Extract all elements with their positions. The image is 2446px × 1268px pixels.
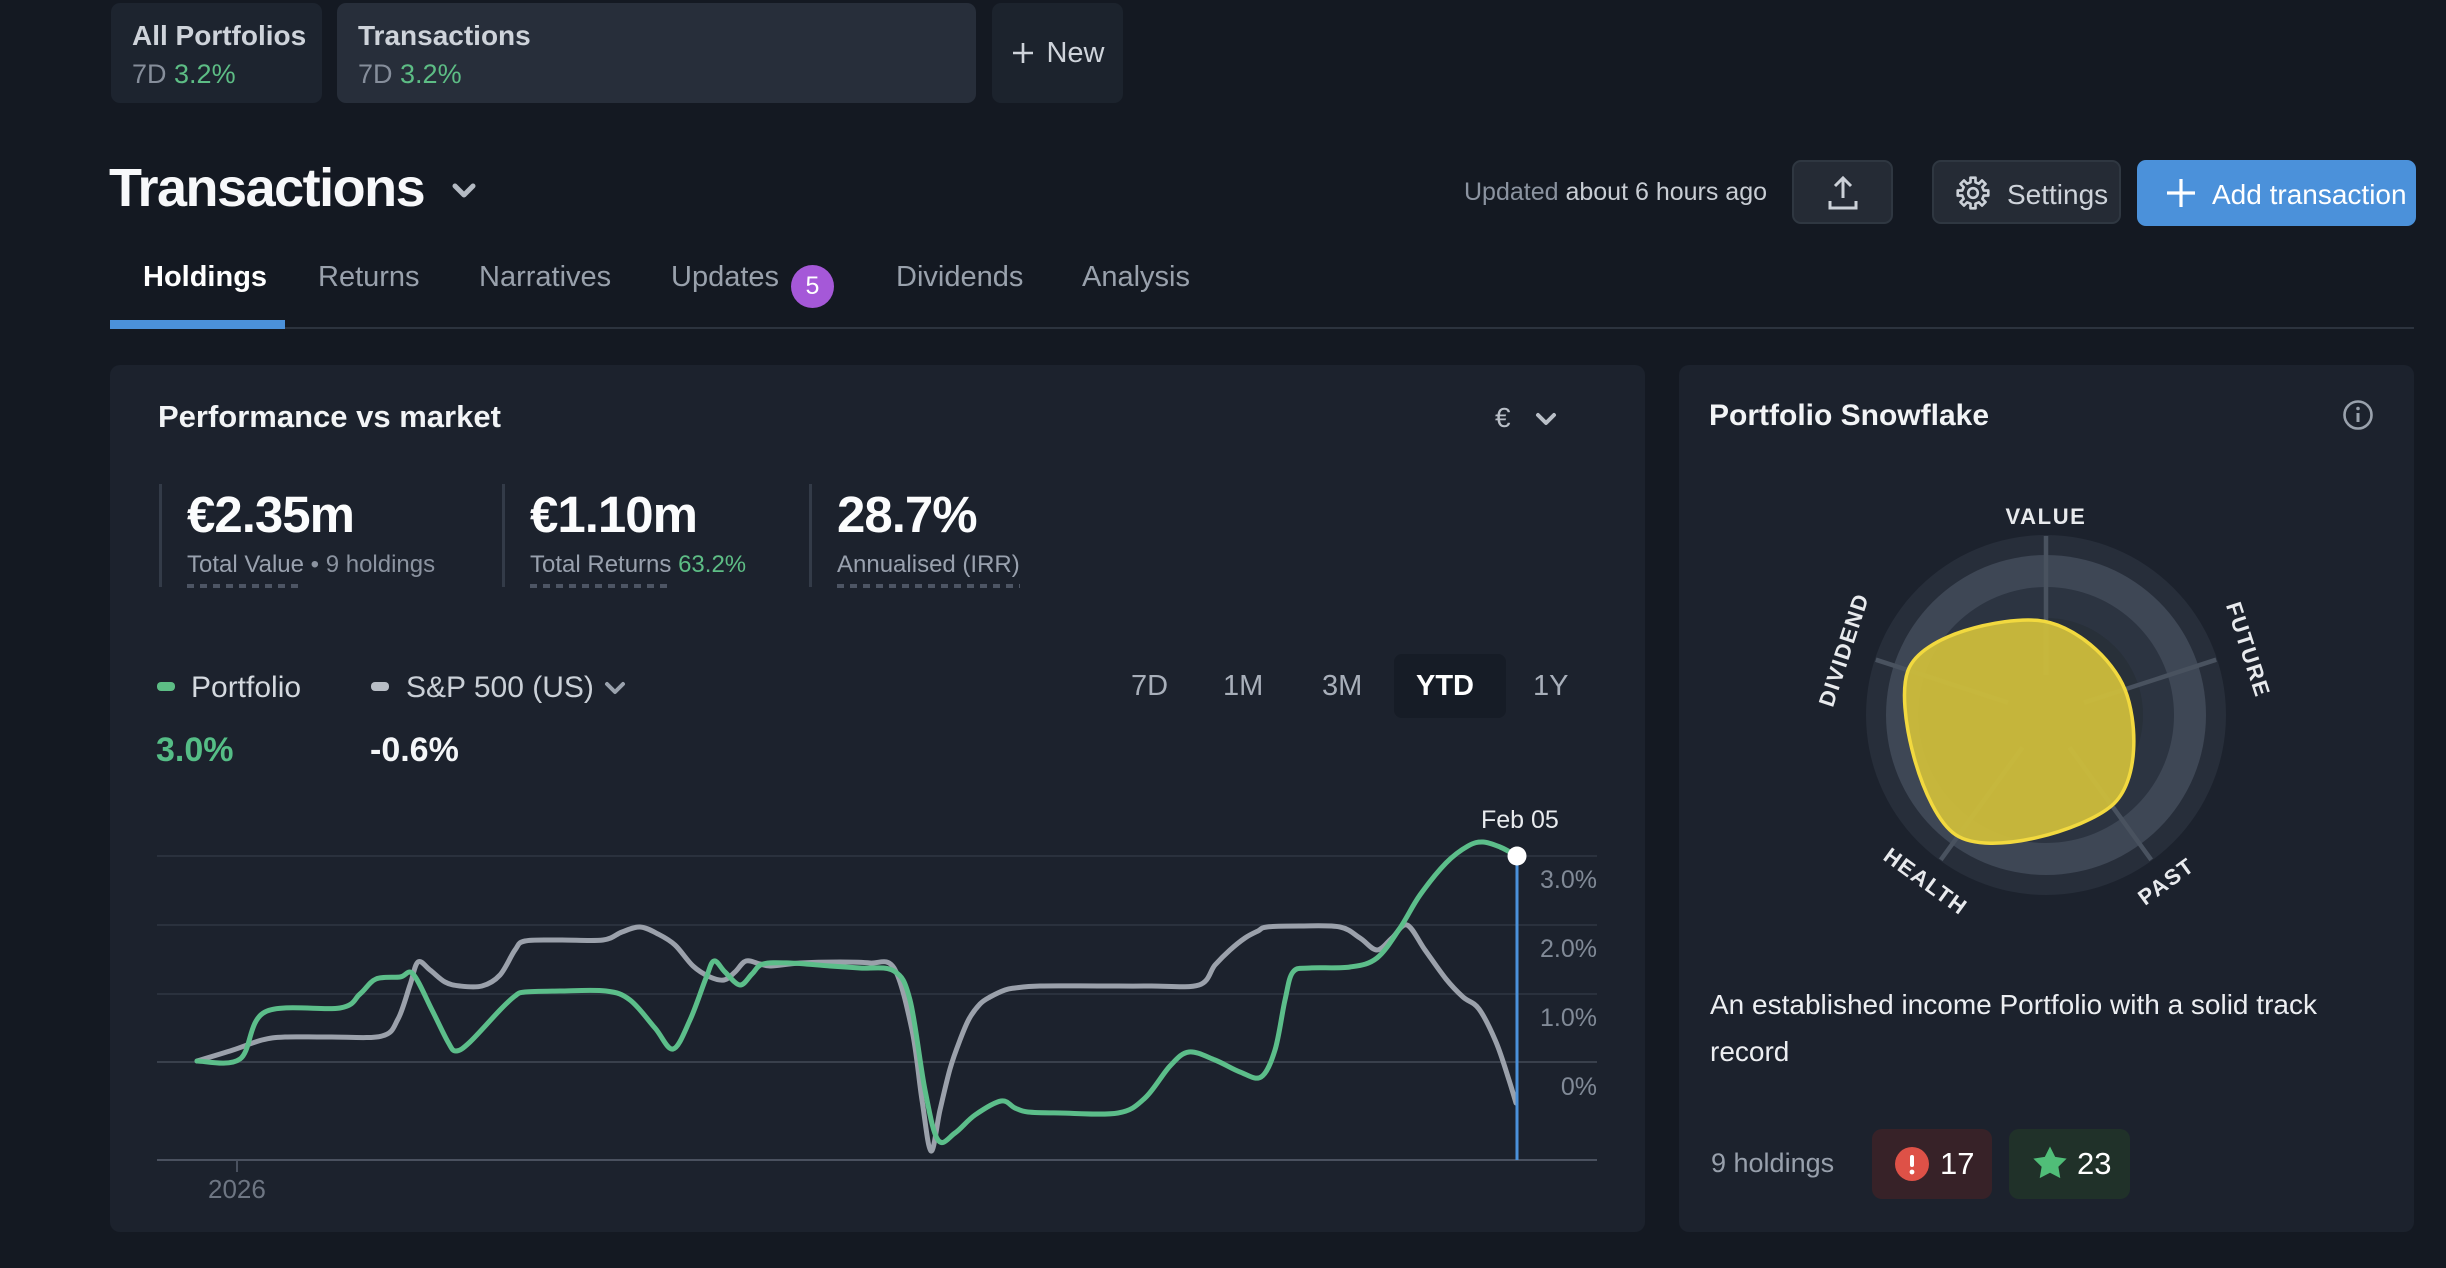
svg-text:FUTURE: FUTURE [2221,599,2275,701]
svg-text:VALUE: VALUE [2006,504,2087,529]
svg-text:DIVIDEND: DIVIDEND [1814,590,1874,710]
